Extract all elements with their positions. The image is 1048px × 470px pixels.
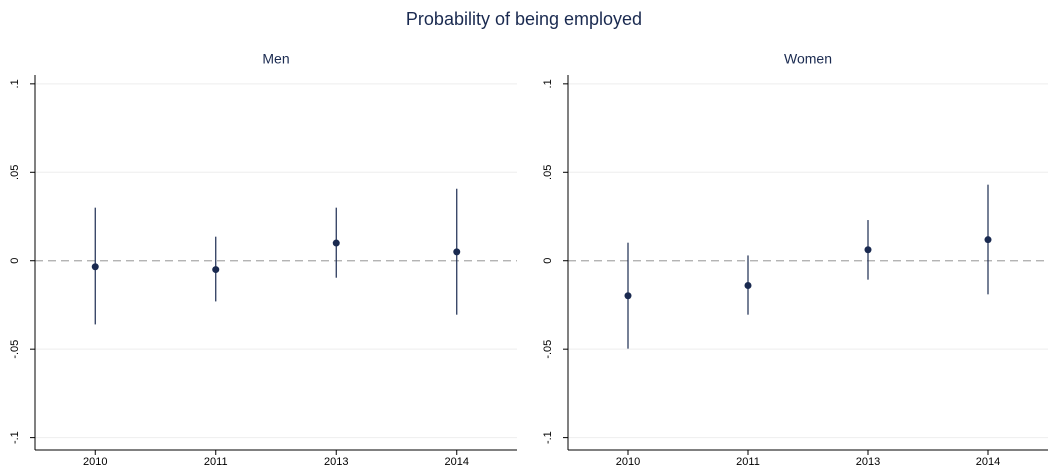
x-tick-label: 2014	[445, 456, 469, 468]
point-estimate	[984, 236, 992, 244]
point-estimate	[744, 281, 752, 289]
panel-title: Women	[784, 51, 832, 67]
point-estimate	[91, 263, 99, 271]
y-tick-label: 0	[9, 258, 21, 264]
figure-title: Probability of being employed	[406, 9, 642, 29]
y-tick-label: .05	[542, 165, 554, 180]
y-tick-label: -.05	[542, 340, 554, 359]
point-estimate	[453, 248, 461, 256]
y-tick-label: .1	[542, 79, 554, 88]
x-tick-label: 2010	[616, 456, 640, 468]
x-tick-label: 2013	[324, 456, 348, 468]
point-estimate	[212, 266, 220, 274]
y-tick-label: -.1	[9, 431, 21, 444]
point-estimate	[864, 246, 872, 254]
x-tick-label: 2014	[976, 456, 1000, 468]
y-tick-label: -.1	[542, 431, 554, 444]
point-estimate	[332, 239, 340, 247]
x-tick-label: 2011	[736, 456, 760, 468]
x-tick-label: 2013	[856, 456, 880, 468]
x-tick-label: 2011	[204, 456, 228, 468]
y-tick-label: -.05	[9, 340, 21, 359]
x-tick-label: 2010	[83, 456, 107, 468]
point-estimate	[624, 292, 632, 300]
y-tick-label: .05	[9, 165, 21, 180]
panel-title: Men	[262, 51, 289, 67]
y-tick-label: .1	[9, 79, 21, 88]
y-tick-label: 0	[542, 258, 554, 264]
